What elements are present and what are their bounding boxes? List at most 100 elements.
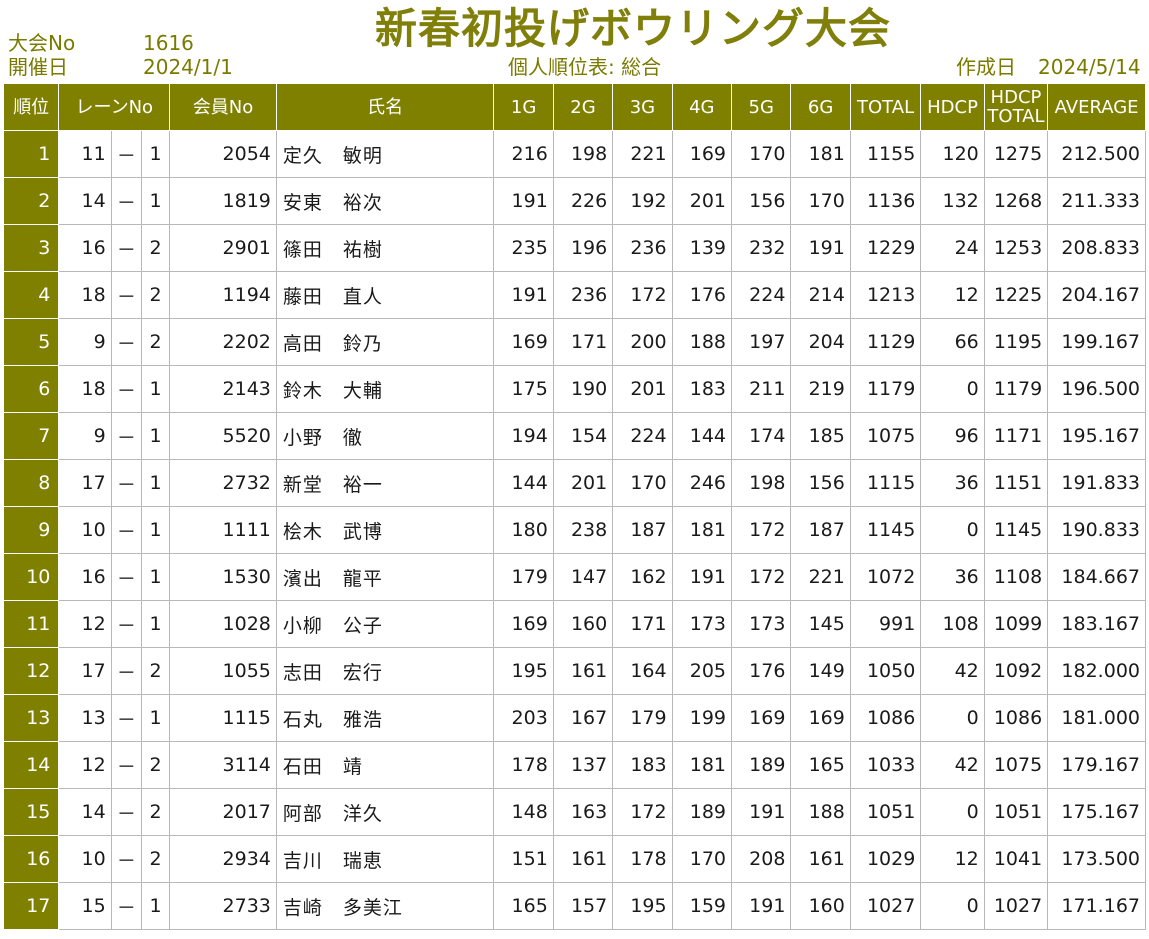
lane-position: 2 bbox=[140, 835, 171, 883]
lane-separator: － bbox=[110, 459, 142, 507]
lane-separator: － bbox=[110, 224, 142, 272]
name-cell: 桧木 武博 bbox=[275, 506, 495, 554]
average-cell: 179.167 bbox=[1047, 741, 1146, 789]
lane-cell: 10 bbox=[58, 506, 112, 554]
col-hdcp-total-line2: TOTAL bbox=[987, 106, 1045, 127]
game-6-score: 160 bbox=[790, 882, 851, 930]
game-5-score: 191 bbox=[731, 882, 792, 930]
game-6-score: 149 bbox=[790, 647, 851, 695]
name-cell: 石丸 雅浩 bbox=[275, 694, 495, 742]
lane-cell: 13 bbox=[58, 694, 112, 742]
lane-cell: 15 bbox=[58, 882, 112, 930]
lane-separator: － bbox=[110, 271, 142, 319]
lane-cell: 14 bbox=[58, 177, 112, 225]
lane-position: 1 bbox=[140, 694, 171, 742]
hdcp-cell: 36 bbox=[920, 459, 985, 507]
name-cell: 藤田 直人 bbox=[275, 271, 495, 319]
game-6-score: 165 bbox=[790, 741, 851, 789]
col-6g: 6G bbox=[790, 83, 851, 131]
created-date: 2024/5/14 bbox=[1038, 55, 1141, 79]
game-5-score: 232 bbox=[731, 224, 792, 272]
member-no-cell: 1115 bbox=[169, 694, 277, 742]
hdcp-cell: 0 bbox=[920, 882, 985, 930]
lane-position: 2 bbox=[140, 271, 171, 319]
game-3-score: 192 bbox=[612, 177, 673, 225]
lane-cell: 17 bbox=[58, 459, 112, 507]
hdcp-cell: 42 bbox=[920, 741, 985, 789]
average-cell: 190.833 bbox=[1047, 506, 1146, 554]
col-1g: 1G bbox=[493, 83, 554, 131]
lane-position: 1 bbox=[140, 600, 171, 648]
name-cell: 阿部 洋久 bbox=[275, 788, 495, 836]
name-cell: 鈴木 大輔 bbox=[275, 365, 495, 413]
rank-cell: 4 bbox=[2, 271, 60, 319]
hdcp-cell: 108 bbox=[920, 600, 985, 648]
table-row: 2 14 － 1 1819 安東 裕次 191 226 192 201 156 170 1136 132 1… bbox=[2, 177, 1146, 225]
game-1-score: 175 bbox=[493, 365, 554, 413]
col-hdcp: HDCP bbox=[920, 83, 985, 131]
lane-cell: 18 bbox=[58, 271, 112, 319]
member-no-cell: 2901 bbox=[169, 224, 277, 272]
hdcp-total-cell: 1099 bbox=[983, 600, 1049, 648]
game-5-score: 191 bbox=[731, 788, 792, 836]
game-5-score: 173 bbox=[731, 600, 792, 648]
game-6-score: 219 bbox=[790, 365, 851, 413]
lane-separator: － bbox=[110, 412, 142, 460]
game-5-score: 156 bbox=[731, 177, 792, 225]
total-cell: 1072 bbox=[849, 553, 922, 601]
lane-cell: 9 bbox=[58, 318, 112, 366]
game-4-score: 159 bbox=[671, 882, 733, 930]
lane-separator: － bbox=[110, 694, 142, 742]
game-2-score: 226 bbox=[552, 177, 614, 225]
game-2-score: 171 bbox=[552, 318, 614, 366]
game-2-score: 147 bbox=[552, 553, 614, 601]
game-6-score: 156 bbox=[790, 459, 851, 507]
name-cell: 定久 敏明 bbox=[275, 130, 495, 178]
average-cell: 184.667 bbox=[1047, 553, 1146, 601]
game-3-score: 236 bbox=[612, 224, 673, 272]
game-5-score: 174 bbox=[731, 412, 792, 460]
game-5-score: 176 bbox=[731, 647, 792, 695]
member-no-cell: 2202 bbox=[169, 318, 277, 366]
average-cell: 208.833 bbox=[1047, 224, 1146, 272]
game-2-score: 163 bbox=[552, 788, 614, 836]
average-cell: 191.833 bbox=[1047, 459, 1146, 507]
lane-position: 2 bbox=[140, 224, 171, 272]
table-row: 15 14 － 2 2017 阿部 洋久 148 163 172 189 191 188 1051 0 10… bbox=[2, 788, 1146, 836]
col-2g: 2G bbox=[552, 83, 614, 131]
lane-position: 2 bbox=[140, 741, 171, 789]
game-4-score: 188 bbox=[671, 318, 733, 366]
game-5-score: 172 bbox=[731, 553, 792, 601]
name-cell: 小柳 公子 bbox=[275, 600, 495, 648]
game-4-score: 205 bbox=[671, 647, 733, 695]
hdcp-total-cell: 1145 bbox=[983, 506, 1049, 554]
table-row: 14 12 － 2 3114 石田 靖 178 137 183 181 189 165 1033 42 10… bbox=[2, 741, 1146, 789]
rank-cell: 1 bbox=[2, 130, 60, 178]
game-3-score: 183 bbox=[612, 741, 673, 789]
table-row: 9 10 － 1 1111 桧木 武博 180 238 187 181 172 187 1145 0 114… bbox=[2, 506, 1146, 554]
table-row: 16 10 － 2 2934 吉川 瑞恵 151 161 178 170 208 161 1029 12 1… bbox=[2, 835, 1146, 883]
lane-cell: 16 bbox=[58, 553, 112, 601]
game-1-score: 216 bbox=[493, 130, 554, 178]
total-cell: 991 bbox=[849, 600, 922, 648]
name-cell: 小野 徹 bbox=[275, 412, 495, 460]
total-cell: 1033 bbox=[849, 741, 922, 789]
game-3-score: 170 bbox=[612, 459, 673, 507]
lane-separator: － bbox=[110, 553, 142, 601]
game-5-score: 170 bbox=[731, 130, 792, 178]
name-cell: 吉川 瑞恵 bbox=[275, 835, 495, 883]
game-4-score: 170 bbox=[671, 835, 733, 883]
member-no-cell: 5520 bbox=[169, 412, 277, 460]
game-6-score: 188 bbox=[790, 788, 851, 836]
total-cell: 1075 bbox=[849, 412, 922, 460]
hdcp-total-cell: 1041 bbox=[983, 835, 1049, 883]
game-5-score: 197 bbox=[731, 318, 792, 366]
total-cell: 1136 bbox=[849, 177, 922, 225]
lane-separator: － bbox=[110, 647, 142, 695]
table-row: 5 9 － 2 2202 高田 鈴乃 169 171 200 188 197 204 1129 66 119… bbox=[2, 318, 1146, 366]
total-cell: 1051 bbox=[849, 788, 922, 836]
name-cell: 高田 鈴乃 bbox=[275, 318, 495, 366]
game-6-score: 221 bbox=[790, 553, 851, 601]
table-header-row: 順位 レーンNo 会員No 氏名 1G 2G 3G 4G 5G 6G TOTAL… bbox=[2, 83, 1146, 131]
table-row: 6 18 － 1 2143 鈴木 大輔 175 190 201 183 211 219 1179 0 117… bbox=[2, 365, 1146, 413]
